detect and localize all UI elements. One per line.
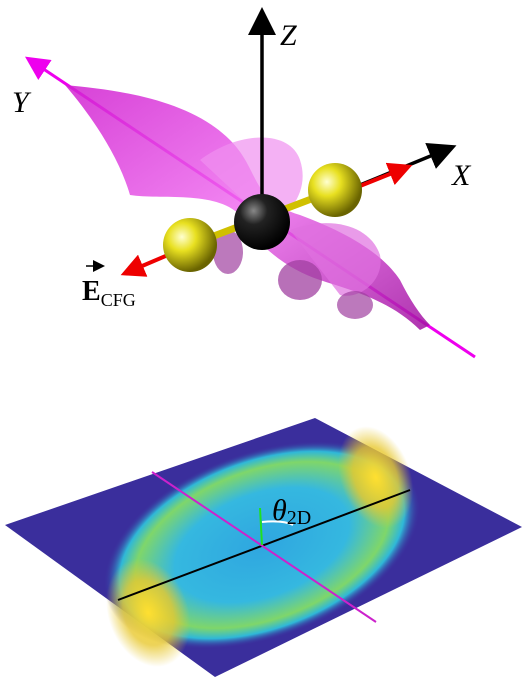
atom — [163, 218, 217, 272]
field-arrow — [360, 168, 405, 186]
z-label: Z — [280, 19, 297, 52]
atom — [234, 194, 290, 250]
x-label: X — [451, 159, 472, 192]
atom — [308, 163, 362, 217]
angle-symbol: θ — [272, 494, 287, 527]
y-label: Y — [12, 86, 32, 119]
momentum-map: θ2D — [5, 401, 522, 677]
angle-subscript: 2D — [287, 507, 311, 529]
figure: Z Y X ECFG θ2D — [0, 0, 525, 677]
spin-surface — [337, 291, 373, 319]
molecule-panel: Z Y X ECFG — [12, 14, 475, 357]
field-symbol: E — [82, 276, 101, 307]
field-label: ECFG — [82, 276, 136, 310]
spin-surface — [278, 260, 322, 300]
field-subscript: CFG — [101, 290, 136, 310]
